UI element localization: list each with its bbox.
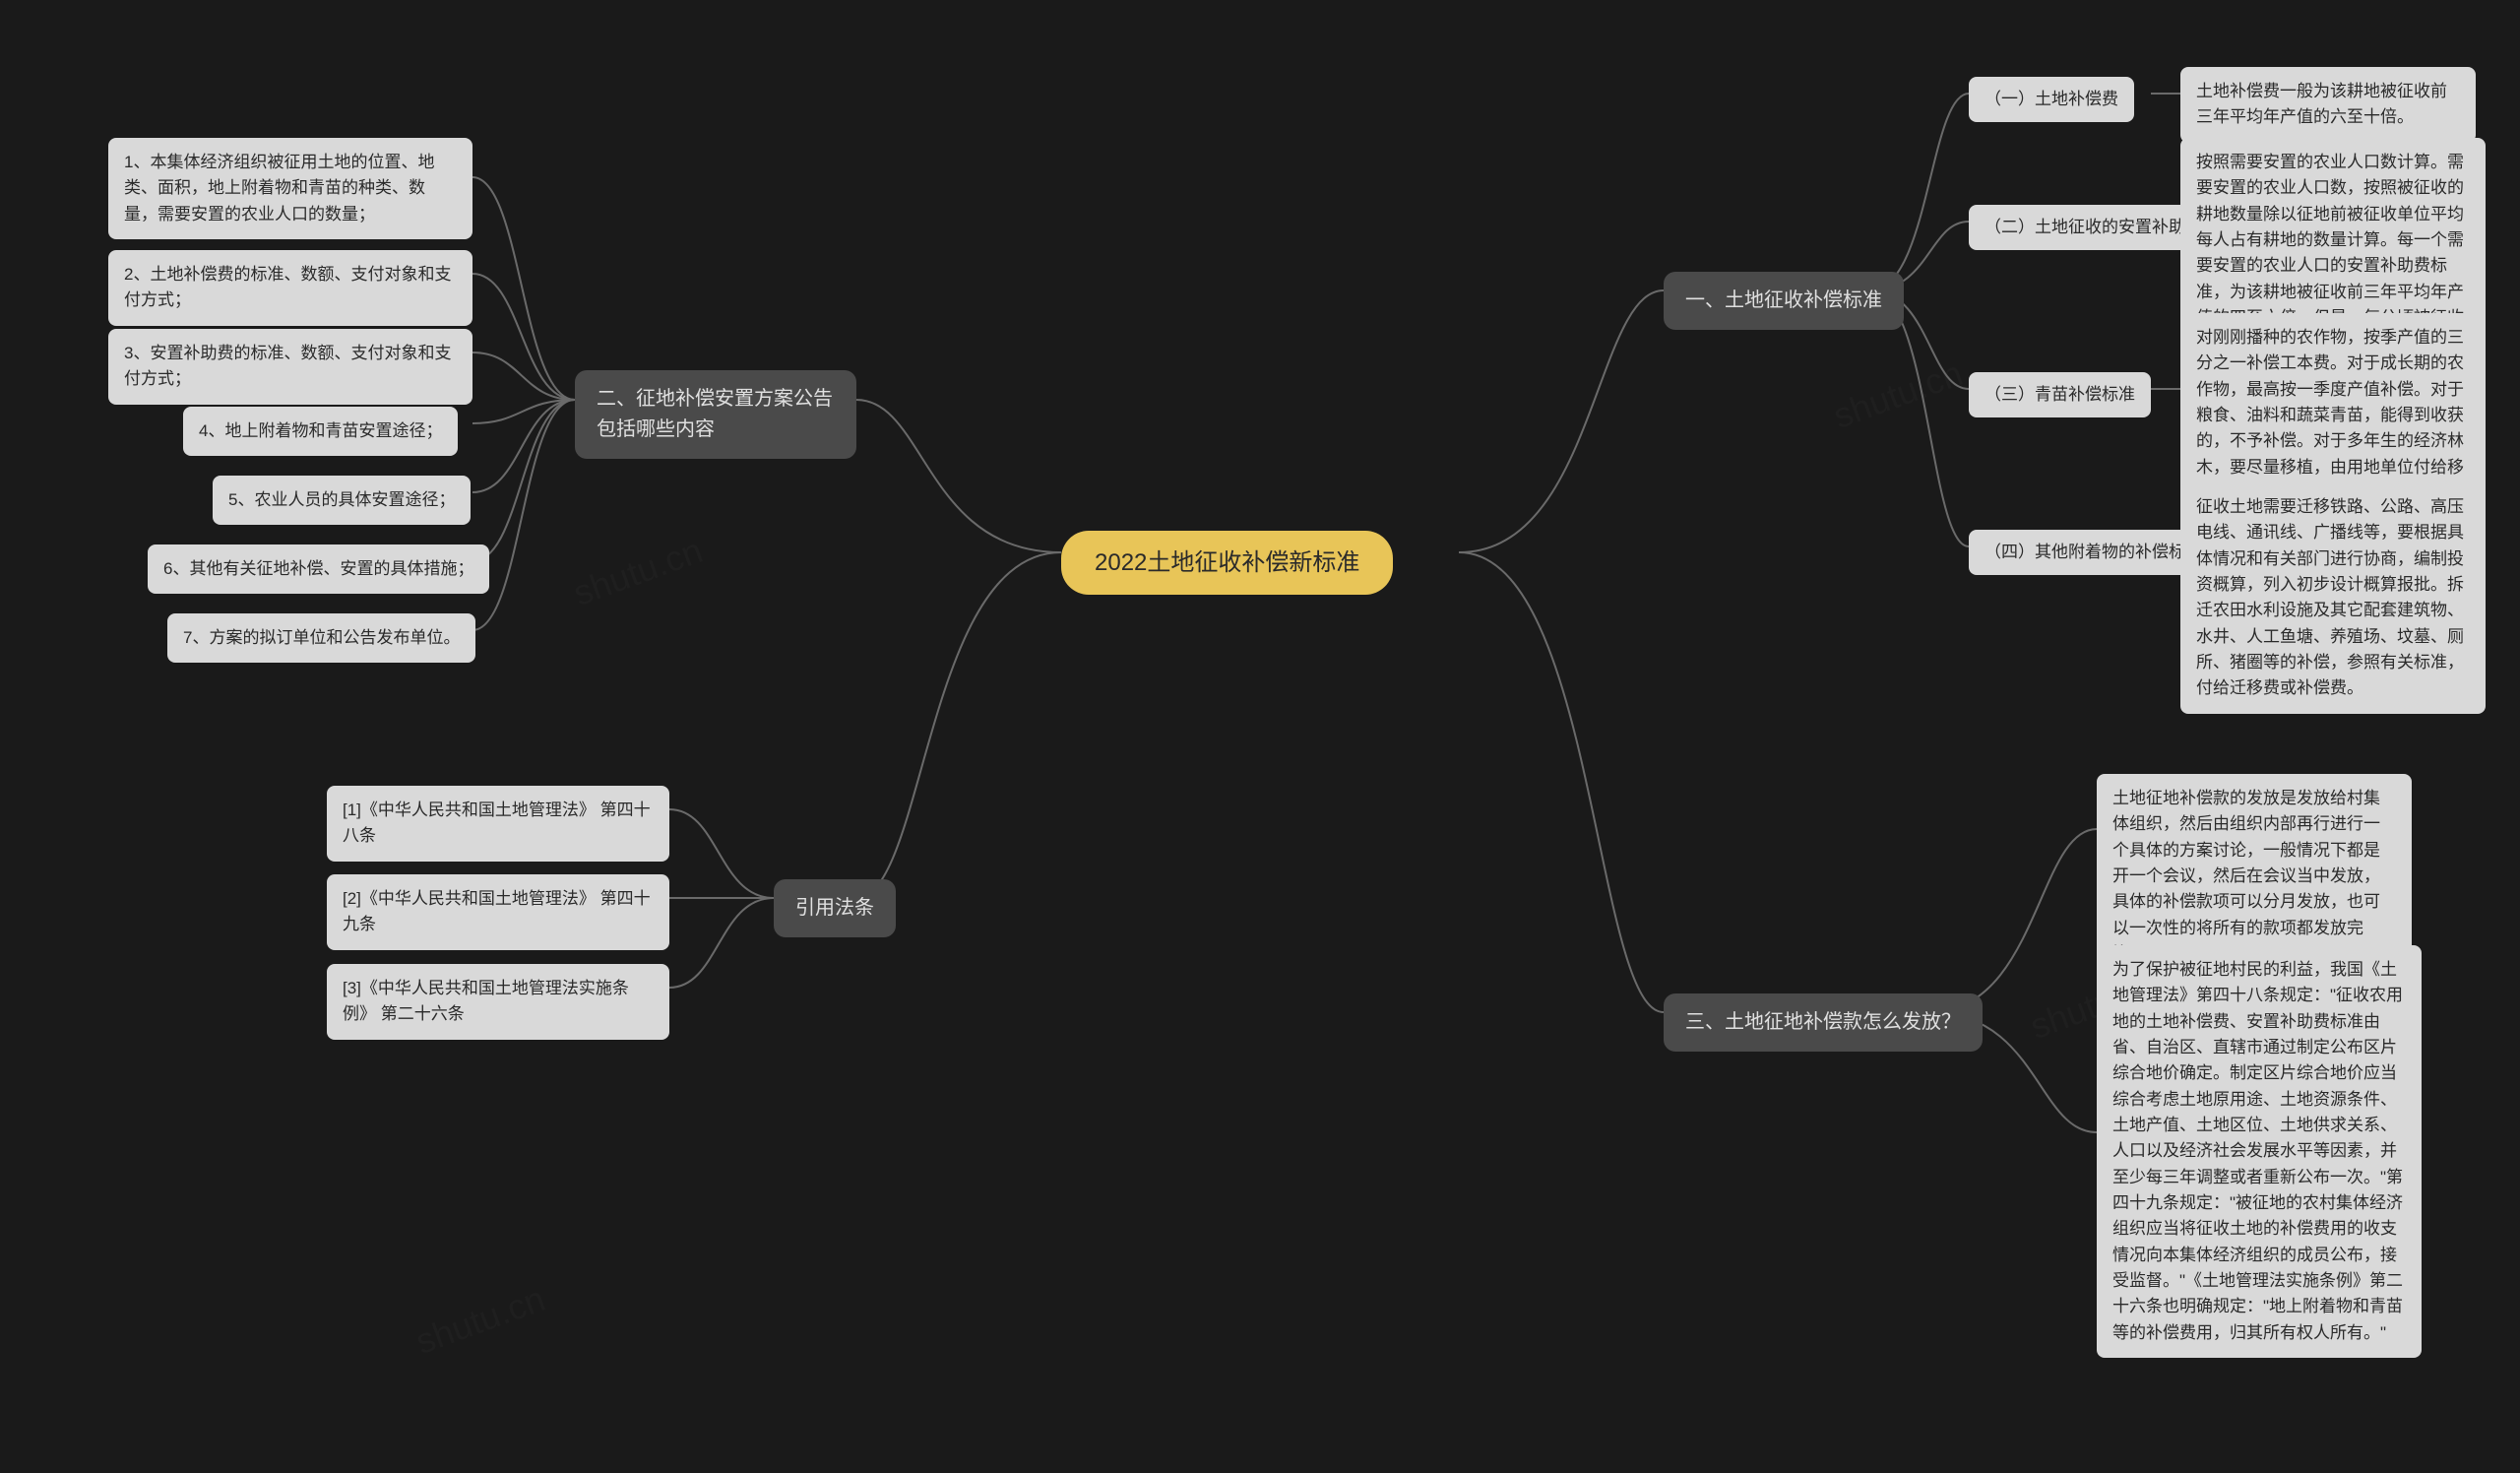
sub-label: （三）青苗补偿标准 [1984, 385, 2135, 404]
leaf-law-2: [2]《中华人民共和国土地管理法》 第四十九条 [327, 874, 669, 950]
branch-label: 三、土地征地补偿款怎么发放？ [1685, 1011, 1961, 1033]
watermark: shutu.cn [568, 530, 708, 614]
leaf-compensation-fee-desc: 土地补偿费一般为该耕地被征收前三年平均年产值的六至十倍。 [2180, 67, 2476, 143]
branch-label: 引用法条 [795, 897, 874, 919]
sub-compensation-fee[interactable]: （一）土地补偿费 [1969, 77, 2134, 122]
sub-crops-compensation[interactable]: （三）青苗补偿标准 [1969, 372, 2151, 417]
leaf-announce-7: 7、方案的拟订单位和公告发布单位。 [167, 613, 475, 663]
watermark: shutu.cn [1828, 352, 1968, 437]
branch-payment[interactable]: 三、土地征地补偿款怎么发放？ [1664, 993, 1983, 1052]
branch-laws[interactable]: 引用法条 [774, 879, 896, 937]
leaf-announce-4: 4、地上附着物和青苗安置途径； [183, 407, 458, 456]
watermark: shutu.cn [410, 1278, 550, 1363]
root-label: 2022土地征收补偿新标准 [1095, 549, 1359, 576]
branch-label: 二、征地补偿安置方案公告包括哪些内容 [597, 388, 833, 440]
branch-announcement[interactable]: 二、征地补偿安置方案公告包括哪些内容 [575, 370, 856, 459]
leaf-announce-1: 1、本集体经济组织被征用土地的位置、地类、面积，地上附着物和青苗的种类、数量，需… [108, 138, 472, 239]
leaf-announce-2: 2、土地补偿费的标准、数额、支付对象和支付方式； [108, 250, 472, 326]
root-node[interactable]: 2022土地征收补偿新标准 [1061, 531, 1393, 595]
leaf-other-attachments-desc: 征收土地需要迁移铁路、公路、高压电线、通讯线、广播线等，要根据具体情况和有关部门… [2180, 482, 2486, 714]
branch-standards[interactable]: 一、土地征收补偿标准 [1664, 272, 1904, 330]
sub-label: （一）土地补偿费 [1984, 90, 2118, 108]
leaf-announce-5: 5、农业人员的具体安置途径； [213, 476, 471, 525]
sub-label: （四）其他附着物的补偿标准 [1984, 543, 2202, 561]
leaf-law-1: [1]《中华人民共和国土地管理法》 第四十八条 [327, 786, 669, 862]
leaf-announce-6: 6、其他有关征地补偿、安置的具体措施； [148, 544, 489, 594]
sub-label: （二）土地征收的安置补助费 [1984, 218, 2202, 236]
leaf-law-3: [3]《中华人民共和国土地管理法实施条例》 第二十六条 [327, 964, 669, 1040]
leaf-announce-3: 3、安置补助费的标准、数额、支付对象和支付方式； [108, 329, 472, 405]
branch-label: 一、土地征收补偿标准 [1685, 289, 1882, 311]
leaf-payment-desc-2: 为了保护被征地村民的利益，我国《土地管理法》第四十八条规定："征收农用地的土地补… [2097, 945, 2422, 1358]
